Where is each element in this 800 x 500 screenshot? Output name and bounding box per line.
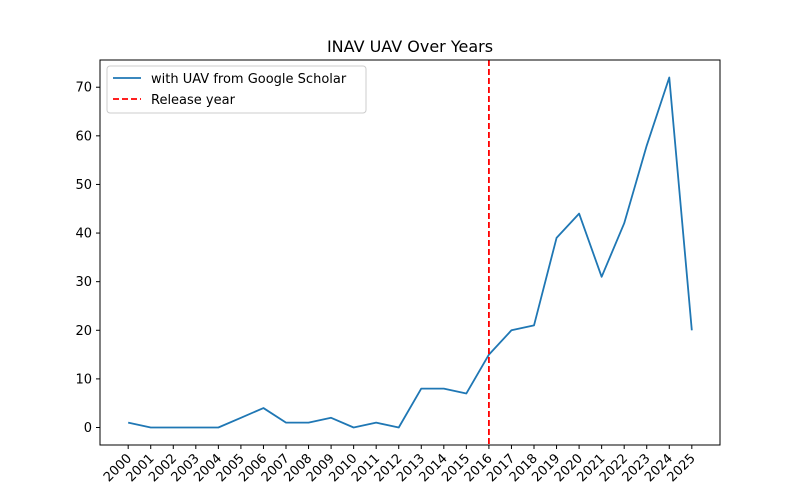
axes-frame (99, 59, 721, 446)
y-tick-label: 10 (75, 372, 92, 387)
y-tick-label: 50 (75, 178, 92, 193)
y-axis-ticks: 0 10 20 30 40 50 60 70 (75, 81, 100, 436)
legend-label-series: with UAV from Google Scholar (151, 72, 347, 87)
y-tick-label: 0 (84, 421, 92, 436)
y-tick-label: 70 (75, 81, 92, 96)
plot-area (127, 60, 693, 445)
legend-label-release-year: Release year (151, 93, 236, 108)
y-tick-label: 60 (75, 129, 92, 144)
series-line (127, 76, 693, 429)
chart-title: INAV UAV Over Years (327, 37, 493, 56)
legend-box (106, 65, 367, 114)
y-tick-label: 40 (75, 227, 92, 242)
x-axis-ticks: 2000200120022003200420052006200720082009… (101, 445, 699, 485)
y-tick-label: 20 (75, 324, 92, 339)
y-tick-label: 30 (75, 275, 92, 290)
legend: with UAV from Google Scholar Release yea… (106, 65, 367, 114)
